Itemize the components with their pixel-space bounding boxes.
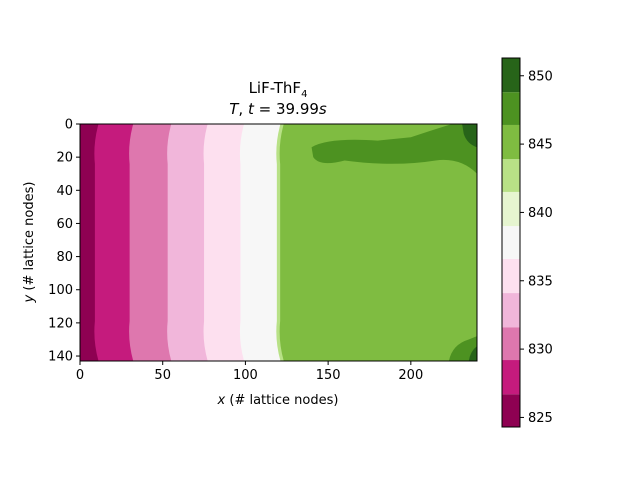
plot-frame bbox=[79, 123, 478, 362]
x-tick-label: 0 bbox=[76, 368, 84, 383]
contour-dark-patch-top bbox=[311, 124, 477, 174]
y-axis-label: y (# lattice nodes) bbox=[22, 182, 37, 304]
y-tick-label: 20 bbox=[56, 151, 73, 166]
colorbar-segment bbox=[502, 258, 520, 294]
colorbar-tick-label: 835 bbox=[528, 274, 553, 289]
colorbar-segment bbox=[502, 394, 520, 427]
colorbar-segment bbox=[502, 191, 520, 227]
x-tick-label: 100 bbox=[233, 368, 258, 383]
contour-edge-patch-top bbox=[462, 124, 477, 148]
colorbar-segment bbox=[502, 360, 520, 395]
contour-dark-patch-bottom bbox=[448, 336, 477, 361]
colorbar-segment bbox=[502, 327, 520, 361]
x-axis-ticks: 0 50 100 150 200 bbox=[76, 361, 423, 383]
colorbar-segment bbox=[502, 92, 520, 125]
y-tick-label: 60 bbox=[56, 217, 73, 232]
colorbar-tick-label: 850 bbox=[528, 69, 553, 84]
y-tick-label: 140 bbox=[48, 350, 73, 365]
y-tick-label: 80 bbox=[56, 250, 73, 265]
y-axis-ticks: 0 20 40 60 80 100 120 140 bbox=[48, 118, 80, 365]
colorbar-segment bbox=[502, 124, 520, 160]
contour-plot-area bbox=[79, 123, 478, 362]
colorbar-tick-label: 840 bbox=[528, 206, 553, 221]
colorbar-segment bbox=[502, 226, 520, 259]
colorbar-segment bbox=[502, 58, 520, 93]
x-tick-label: 200 bbox=[398, 368, 423, 383]
y-tick-label: 0 bbox=[65, 118, 73, 133]
chart-title-line1: LiF-ThF4 bbox=[249, 79, 308, 100]
y-tick-label: 120 bbox=[48, 316, 73, 331]
x-tick-label: 50 bbox=[154, 368, 171, 383]
contour-edge-patch-bottom bbox=[468, 346, 477, 361]
x-axis-label: x (# lattice nodes) bbox=[217, 393, 339, 408]
colorbar-segment bbox=[502, 159, 520, 192]
chart-title-line2: T, t = 39.99s bbox=[229, 100, 327, 118]
y-tick-label: 100 bbox=[48, 283, 73, 298]
colorbar-frame bbox=[501, 57, 521, 428]
colorbar-tick-label: 825 bbox=[528, 411, 553, 426]
contour-band bbox=[80, 124, 99, 361]
colorbar-segment bbox=[502, 293, 520, 328]
colorbar-tick-label: 845 bbox=[528, 138, 553, 153]
colorbar: 825 830 835 840 845 850 bbox=[501, 57, 553, 428]
y-tick-label: 40 bbox=[56, 184, 73, 199]
x-tick-label: 150 bbox=[316, 368, 341, 383]
colorbar-tick-label: 830 bbox=[528, 343, 553, 358]
